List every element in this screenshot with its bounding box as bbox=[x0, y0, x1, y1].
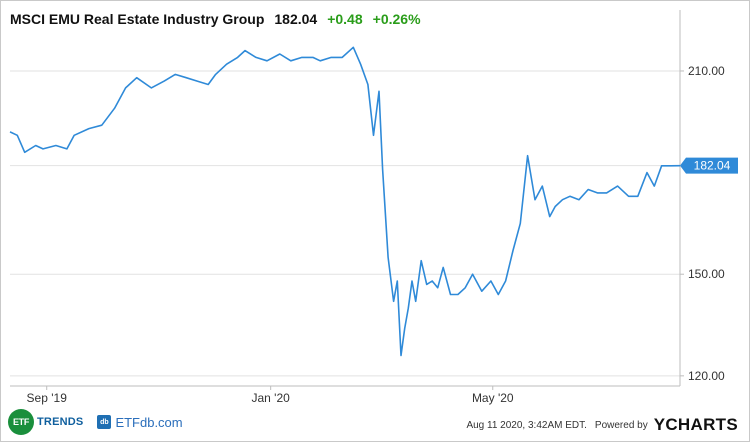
etf-trends-circle-icon: ETF bbox=[8, 409, 34, 435]
chart-header: MSCI EMU Real Estate Industry Group 182.… bbox=[10, 9, 431, 29]
x-tick-label-1: Jan '20 bbox=[251, 391, 290, 405]
price-change: +0.48 bbox=[327, 11, 363, 27]
attribution: Aug 11 2020, 3:42AM EDT. Powered by YCHA… bbox=[466, 415, 738, 435]
x-tick-label-0: Sep '19 bbox=[27, 391, 68, 405]
partner-logos: ETF TRENDS db ETFdb.com bbox=[8, 409, 183, 435]
last-price-badge-label: 182.04 bbox=[694, 159, 731, 173]
y-tick-label-2: 210.00 bbox=[688, 64, 725, 78]
etfdb-logo[interactable]: db ETFdb.com bbox=[97, 414, 183, 430]
y-tick-label-1: 150.00 bbox=[688, 267, 725, 281]
last-price-badge: 182.04 bbox=[680, 157, 738, 174]
x-tick-labels: Sep '19 Jan '20 May '20 bbox=[27, 386, 514, 405]
powered-by-label: Powered by bbox=[594, 419, 648, 431]
timestamp: Aug 11 2020, 3:42AM EDT. bbox=[466, 419, 587, 431]
ycharts-logo[interactable]: YCHARTS bbox=[653, 415, 738, 434]
y-tick-labels: 120.00 150.00 210.00 bbox=[688, 64, 725, 383]
etfdb-box-icon: db bbox=[97, 415, 112, 429]
price-change-percent: +0.26% bbox=[372, 11, 421, 27]
y-tick-label-0: 120.00 bbox=[688, 369, 725, 383]
last-price: 182.04 bbox=[274, 11, 318, 27]
price-line bbox=[9, 46, 681, 357]
etf-trends-logo[interactable]: ETF TRENDS bbox=[8, 409, 83, 435]
etfdb-text: ETFdb.com bbox=[115, 414, 183, 430]
grid-layer bbox=[10, 70, 684, 377]
last-price-badge-shape bbox=[680, 157, 738, 174]
etf-trends-text: TRENDS bbox=[37, 416, 84, 428]
x-tick-label-2: May '20 bbox=[472, 391, 514, 405]
security-name: MSCI EMU Real Estate Industry Group bbox=[10, 11, 265, 27]
